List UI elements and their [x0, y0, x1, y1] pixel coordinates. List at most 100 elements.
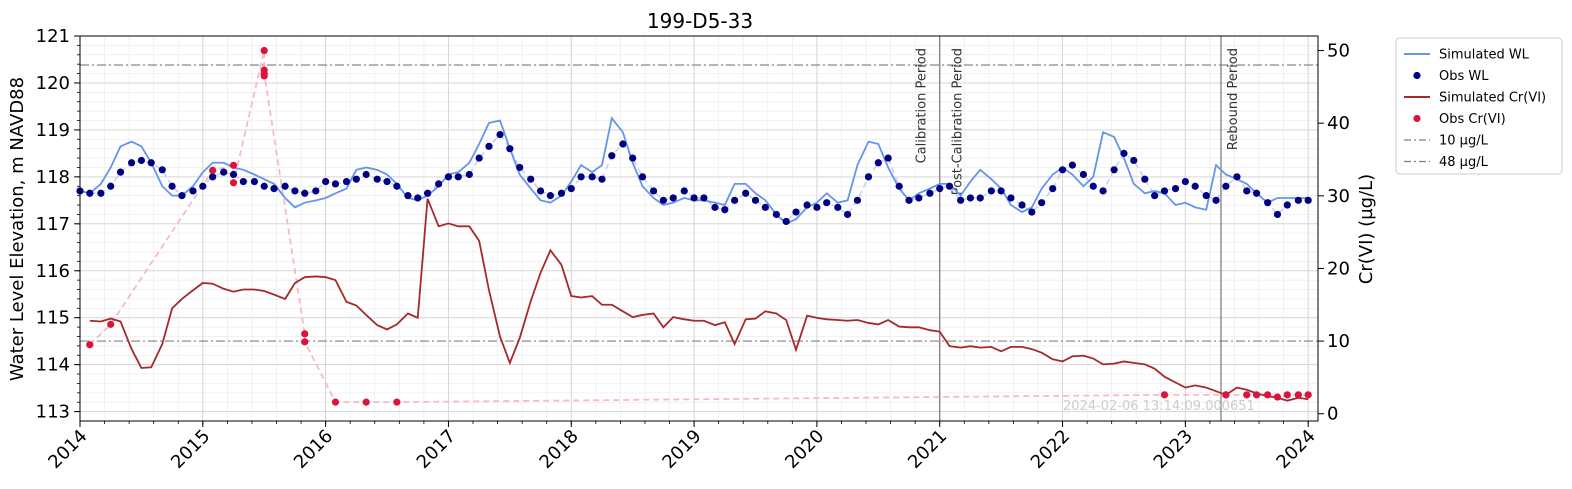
- obs-wl-point: [199, 182, 207, 190]
- y2-tick-label: 20: [1327, 258, 1350, 279]
- obs-wl-point: [997, 187, 1005, 195]
- y2-tick-label: 50: [1327, 41, 1350, 62]
- obs-wl-point: [1099, 187, 1107, 195]
- y2-tick-label: 30: [1327, 186, 1350, 207]
- obs-wl-point: [731, 196, 739, 204]
- obs-wl-point: [557, 189, 566, 197]
- obs-wl-point: [220, 168, 228, 176]
- y2-tick-label: 40: [1327, 113, 1350, 134]
- period-label: Calibration Period: [915, 48, 930, 163]
- obs-wl-point: [1120, 149, 1128, 157]
- obs-wl-point: [423, 189, 432, 197]
- y-axis-right: 0 10 20 30 40 50: [1318, 41, 1350, 425]
- obs-wl-point: [1212, 196, 1220, 204]
- obs-wl-point: [147, 159, 155, 167]
- obs-wl-point: [322, 177, 330, 186]
- obs-wl-point: [823, 199, 831, 207]
- obs-wl-point: [1038, 199, 1046, 207]
- obs-wl-point: [465, 170, 473, 179]
- obs-wl-point: [260, 182, 268, 190]
- obs-wl-point: [1018, 201, 1026, 209]
- obs-wl-point: [312, 187, 320, 195]
- obs-wl-point: [1171, 184, 1180, 193]
- obs-wl-point: [1294, 196, 1302, 204]
- obs-wl-point: [751, 196, 760, 204]
- obs-wl-point: [915, 194, 923, 202]
- legend-label: Simulated Cr(VI): [1439, 91, 1546, 106]
- y-tick-label: 121: [36, 26, 70, 47]
- legend-label: Obs WL: [1439, 69, 1489, 84]
- obs-wl-point: [742, 189, 750, 197]
- obs-wl-point: [884, 154, 892, 162]
- obs-wl-point: [638, 173, 647, 181]
- obs-wl-point: [853, 196, 862, 204]
- obs-wl-point: [874, 159, 882, 167]
- obs-wl-point: [1007, 194, 1015, 202]
- legend-label: 10 µg/L: [1439, 134, 1489, 149]
- obs-wl-point: [86, 189, 94, 197]
- obs-wl-point: [905, 196, 913, 204]
- period-lines: Calibration Period Post-Calibration Perio…: [915, 36, 1241, 421]
- obs-wl-point: [1191, 182, 1199, 190]
- obs-wl-point: [1222, 182, 1230, 190]
- obs-wl-point: [281, 182, 289, 190]
- obs-wl-point: [1233, 173, 1241, 181]
- obs-wl-point: [1079, 170, 1088, 179]
- obs-crvi-point: [1264, 391, 1272, 399]
- obs-wl-point: [373, 175, 381, 183]
- obs-wl-point: [1283, 201, 1291, 209]
- obs-wl-point: [239, 177, 247, 186]
- obs-crvi-point: [229, 161, 238, 169]
- obs-wl-point: [1130, 156, 1138, 165]
- obs-wl-point: [127, 159, 136, 167]
- obs-wl-point: [1304, 196, 1312, 204]
- legend-box: [1395, 37, 1563, 175]
- obs-wl-point: [721, 206, 729, 214]
- obs-wl-point: [813, 203, 821, 211]
- obs-crvi-point: [1222, 391, 1230, 399]
- obs-crvi-point: [1243, 391, 1251, 399]
- obs-wl-point: [454, 173, 462, 181]
- obs-wl-point: [588, 173, 596, 181]
- obs-wl-point: [608, 152, 616, 160]
- obs-wl-point: [834, 203, 842, 211]
- obs-wl-point: [404, 192, 412, 200]
- y-tick-label: 120: [36, 73, 70, 94]
- obs-wl-point: [516, 163, 524, 172]
- obs-wl-point: [485, 142, 493, 150]
- y-tick-label: 117: [36, 214, 70, 235]
- legend-label: Simulated WL: [1439, 48, 1530, 63]
- obs-crvi-point: [301, 330, 309, 338]
- obs-wl-point: [957, 196, 965, 204]
- obs-wl-point: [629, 154, 637, 162]
- obs-wl-point: [1202, 192, 1210, 200]
- obs-crvi-point: [1252, 391, 1261, 399]
- obs-wl-point: [137, 156, 146, 165]
- obs-wl-point: [669, 194, 677, 202]
- obs-wl-point: [1058, 166, 1067, 174]
- obs-wl-point: [435, 180, 443, 188]
- obs-wl-point: [711, 203, 719, 211]
- obs-crvi-point: [1273, 393, 1282, 401]
- series-layer: [76, 46, 1312, 406]
- y2-tick-label: 10: [1327, 331, 1350, 352]
- obs-crvi-point: [86, 341, 94, 349]
- y-tick-label: 118: [36, 167, 70, 188]
- period-label: Post-Calibration Period: [951, 48, 966, 195]
- obs-wl-point: [1181, 177, 1189, 186]
- obs-wl-point: [414, 194, 422, 202]
- obs-wl-point: [496, 130, 504, 139]
- obs-wl-point: [475, 154, 483, 162]
- plot-frame: [79, 35, 1319, 422]
- obs-crvi-point: [1160, 391, 1169, 399]
- obs-wl-point: [966, 194, 975, 202]
- obs-crvi-point: [260, 46, 268, 55]
- obs-wl-point: [844, 210, 852, 219]
- obs-wl-point: [1160, 187, 1169, 195]
- obs-crvi-point: [209, 166, 217, 174]
- y-axis-label: Water Level Elevation, m NAVD88: [7, 77, 28, 381]
- legend: Simulated WL Obs WL Simulated Cr(VI) Obs Cr…: [1395, 37, 1563, 175]
- obs-wl-point: [444, 173, 453, 181]
